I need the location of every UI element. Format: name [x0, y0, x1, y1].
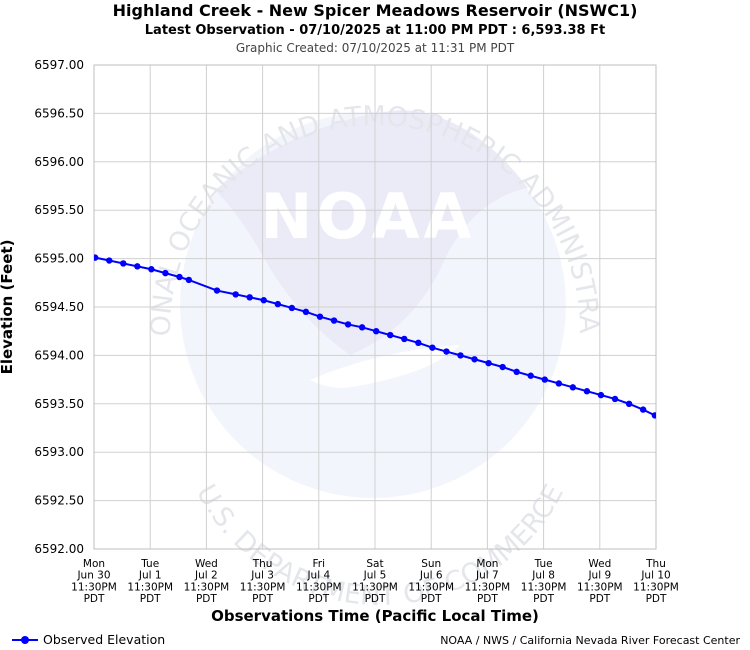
y-tick-label: 6595.50: [34, 203, 84, 217]
y-tick-label: 6595.00: [34, 252, 84, 266]
x-tick-label: Mon Jul 7 11:30PM PDT: [465, 558, 511, 605]
credit-text: NOAA / NWS / California Nevada River For…: [440, 634, 740, 647]
data-point: [555, 380, 563, 387]
x-tick-label: Mon Jun 30 11:30PM PDT: [71, 558, 117, 605]
y-axis-label: Elevation (Feet): [0, 240, 16, 375]
y-tick-label: 6593.50: [34, 397, 84, 411]
data-point: [302, 308, 310, 316]
data-point: [106, 257, 113, 264]
y-tick-label: 6593.00: [34, 445, 84, 459]
x-tick-label: Fri Jul 4 11:30PM PDT: [296, 558, 342, 605]
data-point: [387, 331, 394, 339]
y-tick-label: 6594.50: [34, 300, 84, 314]
data-point: [401, 335, 408, 343]
x-tick-label: Thu Jul 3 11:30PM PDT: [240, 558, 286, 605]
x-tick-label: Wed Jul 2 11:30PM PDT: [184, 558, 230, 605]
x-tick-label: Tue Jul 1 11:30PM PDT: [127, 558, 173, 605]
y-tick-label: 6592.00: [34, 542, 84, 556]
data-point: [134, 263, 141, 270]
y-tick-label: 6596.50: [34, 106, 84, 120]
data-point: [443, 348, 450, 355]
data-point: [213, 287, 221, 294]
data-point: [513, 368, 520, 376]
data-point: [232, 291, 239, 298]
x-tick-label: Sun Jul 6 11:30PM PDT: [408, 558, 454, 605]
data-point: [457, 352, 464, 359]
x-tick-label: Wed Jul 9 11:30PM PDT: [577, 558, 623, 605]
data-point: [344, 321, 352, 328]
watermark-logo-text: NOAA: [261, 180, 476, 253]
data-point: [415, 339, 422, 347]
series-line: [94, 256, 656, 417]
data-point: [625, 400, 633, 407]
y-tick-label: 6597.00: [34, 58, 84, 72]
data-point: [288, 304, 296, 312]
data-point: [162, 269, 169, 277]
y-tick-label: 6594.00: [34, 348, 84, 362]
data-point: [471, 356, 478, 363]
data-point: [569, 384, 577, 391]
data-point: [372, 328, 380, 335]
data-point: [246, 294, 253, 301]
data-point: [316, 313, 324, 320]
data-point: [597, 391, 605, 399]
x-axis-label: Observations Time (Pacific Local Time): [211, 607, 539, 625]
data-point: [176, 273, 183, 281]
data-point: [260, 297, 267, 304]
legend: Observed Elevation: [12, 632, 165, 647]
data-point: [94, 254, 99, 261]
data-point: [148, 266, 155, 273]
data-point: [611, 395, 619, 403]
chart-title: Highland Creek - New Spicer Meadows Rese…: [113, 1, 638, 20]
data-point: [499, 363, 506, 371]
noaa-watermark: NOAA NATIONAL OCEANIC AND ATMOSPHERIC AD…: [0, 0, 604, 612]
data-point: [274, 300, 282, 308]
x-tick-label: Sat Jul 5 11:30PM PDT: [352, 558, 398, 605]
grid-lines: [93, 64, 657, 550]
data-point: [330, 317, 338, 324]
data-point: [541, 376, 548, 383]
graphic-created-text: Graphic Created: 07/10/2025 at 11:31 PM …: [236, 41, 515, 55]
data-point: [583, 388, 591, 395]
data-point: [485, 359, 492, 367]
data-point: [639, 406, 647, 413]
legend-label: Observed Elevation: [43, 632, 166, 647]
data-point: [120, 260, 127, 267]
series-observed-elevation: [94, 254, 656, 419]
x-tick-label: Thu Jul 10 11:30PM PDT: [633, 558, 679, 605]
data-point: [185, 276, 193, 284]
chart-subtitle: Latest Observation - 07/10/2025 at 11:00…: [145, 23, 605, 38]
plot-frame: [93, 64, 657, 550]
x-tick-label: Tue Jul 8 11:30PM PDT: [521, 558, 567, 605]
data-point: [651, 412, 656, 419]
legend-swatch-observed: [12, 635, 38, 645]
y-tick-label: 6592.50: [34, 494, 84, 508]
data-point: [358, 324, 366, 331]
y-axis-ticks: 6597.00 6596.50 6596.00 6595.50 6595.00 6594.…: [34, 58, 84, 556]
y-tick-label: 6596.00: [34, 155, 84, 169]
data-point: [527, 372, 534, 379]
data-point: [429, 344, 436, 351]
